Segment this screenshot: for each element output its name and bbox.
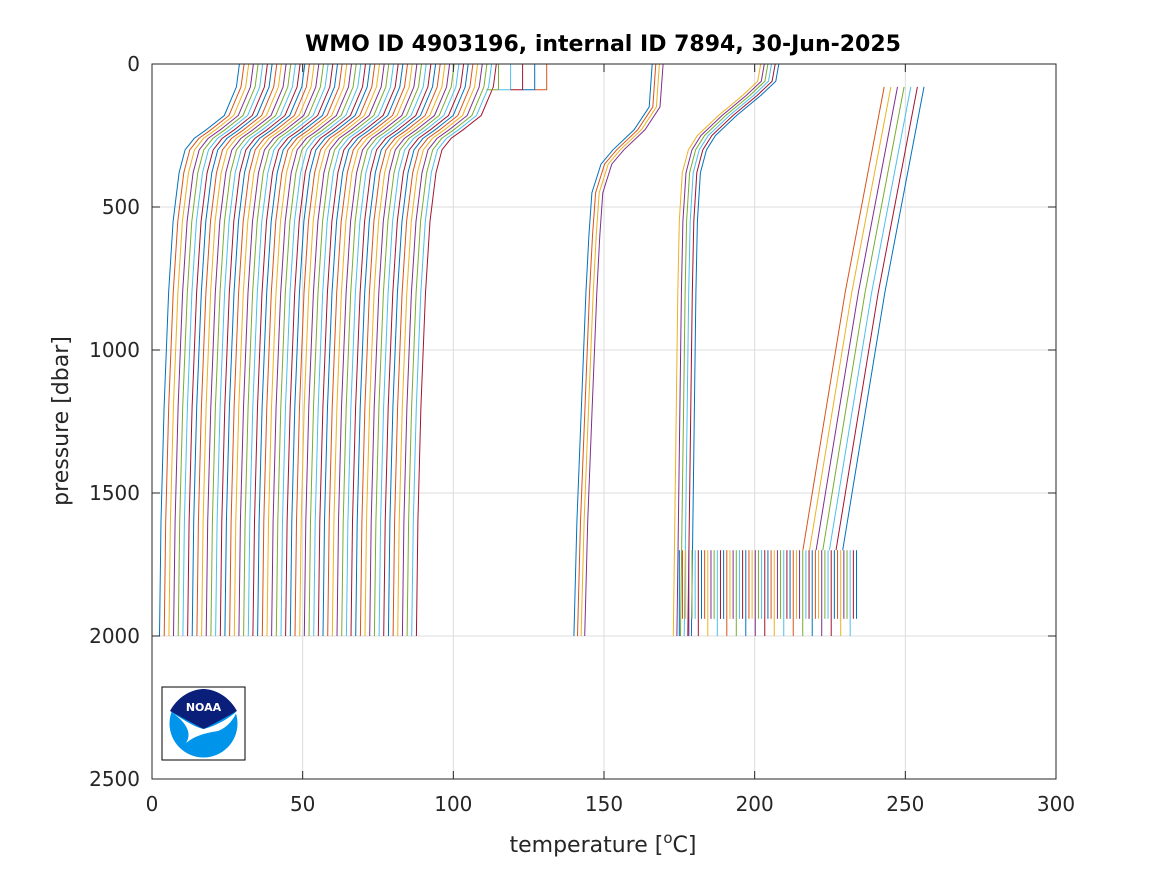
x-tick-label: 200 xyxy=(736,792,774,816)
profile-line xyxy=(191,64,273,637)
noaa-logo-text: NOAA xyxy=(186,701,222,714)
profile-line xyxy=(285,64,366,637)
profile-line xyxy=(163,64,245,637)
profile-line xyxy=(247,64,329,637)
profile-line xyxy=(815,86,898,551)
profile-line xyxy=(687,64,776,637)
profile-line xyxy=(215,64,296,637)
axis-ticks xyxy=(151,63,1057,780)
profile-line xyxy=(411,64,493,637)
profile-line xyxy=(842,86,925,551)
profile-line xyxy=(369,64,451,637)
profile-line xyxy=(672,64,762,637)
profile-line xyxy=(168,64,250,637)
y-tick-label: 1500 xyxy=(89,481,140,505)
profile-line xyxy=(331,64,413,637)
profile-line xyxy=(210,64,292,637)
profile-line xyxy=(341,64,422,637)
x-tick-label: 100 xyxy=(434,792,472,816)
profile-line xyxy=(690,64,780,637)
profile-line xyxy=(573,64,653,637)
profile-line xyxy=(383,64,465,637)
profile-line xyxy=(415,64,497,637)
profile-line xyxy=(359,64,441,637)
profile-line xyxy=(173,64,254,637)
profile-line xyxy=(584,64,664,637)
profile-line xyxy=(261,64,343,637)
profile-line xyxy=(243,64,324,637)
profile-line xyxy=(266,64,348,637)
profile-line xyxy=(308,64,390,637)
profile-line xyxy=(201,64,282,637)
profile-line xyxy=(683,64,772,637)
profile-line xyxy=(835,86,918,551)
profile-line xyxy=(828,86,912,551)
profile-line xyxy=(252,64,334,637)
profile-line xyxy=(224,64,306,637)
profile-line xyxy=(345,64,427,637)
profile-line xyxy=(233,64,315,637)
profile-line xyxy=(378,64,460,637)
profile-line xyxy=(802,86,885,551)
profile-line xyxy=(238,64,320,637)
y-tick-label: 2500 xyxy=(89,767,140,791)
profile-line xyxy=(577,64,657,637)
y-tick-label: 1000 xyxy=(89,338,140,362)
profile-line xyxy=(387,64,469,637)
x-tick-label: 50 xyxy=(290,792,315,816)
profile-line xyxy=(350,64,432,637)
profile-line xyxy=(364,64,446,637)
y-axis-label: pressure [dbar] xyxy=(49,336,74,506)
noaa-logo: NOAA xyxy=(161,686,246,761)
profile-series xyxy=(159,64,925,637)
y-tick-label: 2000 xyxy=(89,624,140,648)
x-tick-label: 0 xyxy=(146,792,159,816)
profile-line xyxy=(809,86,892,551)
profile-line xyxy=(187,64,268,637)
profile-line xyxy=(280,64,362,637)
profile-line xyxy=(327,64,408,637)
profile-line xyxy=(373,64,455,637)
profile-line xyxy=(196,64,278,637)
profile-line xyxy=(317,64,399,637)
profile-line xyxy=(534,64,548,91)
profile-line xyxy=(355,64,437,637)
profile-line xyxy=(219,64,301,637)
profile-line xyxy=(294,64,376,637)
profile-line xyxy=(303,64,385,637)
profile-line xyxy=(205,64,287,637)
y-tick-labels: 0 500 1000 1500 2000 2500 xyxy=(89,52,140,791)
profile-line xyxy=(336,64,418,637)
profile-line xyxy=(159,64,240,637)
profile-line xyxy=(182,64,264,637)
chart-title: WMO ID 4903196, internal ID 7894, 30-Jun… xyxy=(305,32,901,57)
x-tick-label: 300 xyxy=(1037,792,1075,816)
profile-line xyxy=(822,86,905,551)
profile-line xyxy=(322,64,404,637)
profile-line xyxy=(580,64,660,637)
profile-line xyxy=(229,64,310,637)
y-tick-label: 0 xyxy=(127,52,140,76)
profile-line xyxy=(177,64,259,637)
profile-line xyxy=(289,64,371,637)
profile-line xyxy=(275,64,357,637)
profile-line xyxy=(392,64,474,637)
x-axis-label: temperature [oC] xyxy=(509,829,696,858)
profile-line xyxy=(257,64,338,637)
profile-line xyxy=(680,64,769,637)
y-tick-label: 500 xyxy=(102,195,140,219)
x-tick-label: 150 xyxy=(585,792,623,816)
profile-line xyxy=(401,64,483,637)
x-tick-labels: 0 50 100 150 200 250 300 xyxy=(146,792,1075,816)
x-tick-label: 250 xyxy=(886,792,924,816)
profile-line xyxy=(406,64,488,637)
profile-line xyxy=(676,64,765,637)
profile-line xyxy=(397,64,479,637)
profile-line xyxy=(313,64,394,637)
profile-line xyxy=(271,64,352,637)
profile-line xyxy=(299,64,380,637)
